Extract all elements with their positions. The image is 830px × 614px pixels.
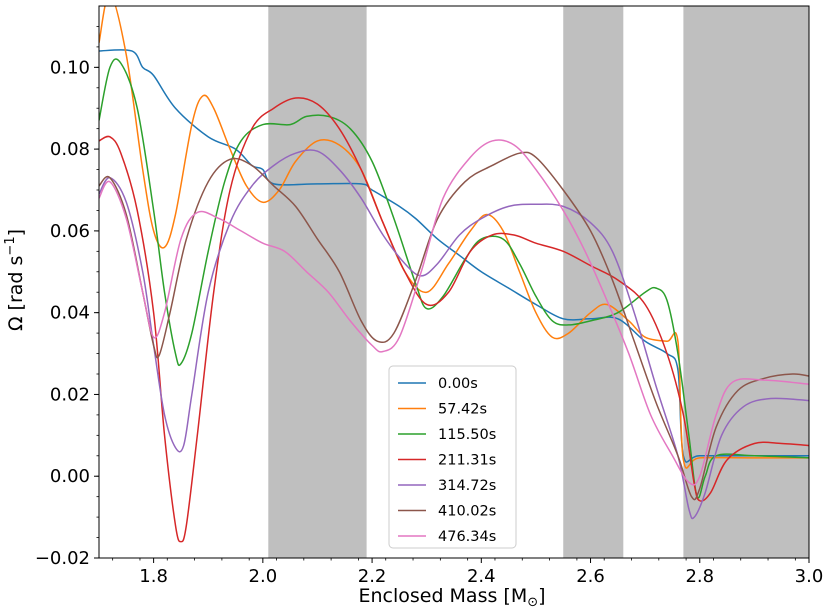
- shaded-band: [683, 6, 809, 558]
- series-line: [99, 58, 809, 499]
- series-line: [99, 49, 809, 463]
- x-axis-ticks: 1.8 2.0 2.2 2.4 2.6 2.8 3.0: [112, 558, 824, 587]
- legend-label: 211.31s: [438, 453, 496, 469]
- x-axis-label-text: Enclosed Mass [M: [358, 585, 527, 607]
- legend-label: 0.00s: [438, 376, 478, 392]
- shaded-band: [563, 6, 624, 558]
- series-line: [99, 151, 809, 501]
- plot-frame: [98, 5, 810, 559]
- legend-label: 476.34s: [438, 529, 496, 545]
- legend-label: 115.50s: [438, 427, 496, 443]
- series-line: [99, 149, 809, 520]
- x-tick-label: 2.2: [358, 566, 387, 587]
- y-tick-label: 0.10: [50, 57, 90, 78]
- legend-label: 57.42s: [438, 402, 487, 418]
- y-tick-label: 0.04: [50, 303, 90, 324]
- legend-box: [388, 365, 517, 549]
- x-tick-label: 2.0: [249, 566, 278, 587]
- legend-label: 314.72s: [438, 478, 496, 494]
- y-tick-label: 0.00: [50, 466, 90, 487]
- x-tick-label: 3.0: [795, 566, 824, 587]
- shaded-bands: [268, 6, 809, 558]
- legend: 0.00s 57.42s 115.50s 211.31s 314.72s 410.02s 4…: [388, 365, 517, 549]
- x-axis-label-subscript: ⊙: [527, 595, 538, 610]
- y-axis-label-close: ]: [5, 229, 27, 236]
- x-tick-label: 2.8: [685, 566, 714, 587]
- y-axis-label-superscript: −1: [3, 236, 18, 255]
- x-axis-label-close: ]: [538, 585, 545, 607]
- x-axis-label: Enclosed Mass [M⊙]: [358, 585, 545, 610]
- y-axis-label: Ω [rad s−1]: [3, 229, 27, 331]
- y-axis-label-text: Ω [rad s: [5, 256, 27, 331]
- x-tick-label: 1.8: [139, 566, 168, 587]
- y-tick-label: 0.06: [50, 221, 90, 242]
- y-tick-label: 0.08: [50, 139, 90, 160]
- series-line: [99, 97, 809, 543]
- legend-label: 410.02s: [438, 504, 496, 520]
- series-lines: [99, 6, 809, 543]
- y-tick-label: 0.02: [50, 384, 90, 405]
- series-line: [99, 139, 809, 486]
- x-tick-label: 2.4: [467, 566, 496, 587]
- x-tick-label: 2.6: [576, 566, 605, 587]
- y-axis-ticks: −0.02 0.00 0.02 0.04 0.06 0.08 0.10: [35, 26, 99, 569]
- y-tick-label: −0.02: [35, 548, 90, 569]
